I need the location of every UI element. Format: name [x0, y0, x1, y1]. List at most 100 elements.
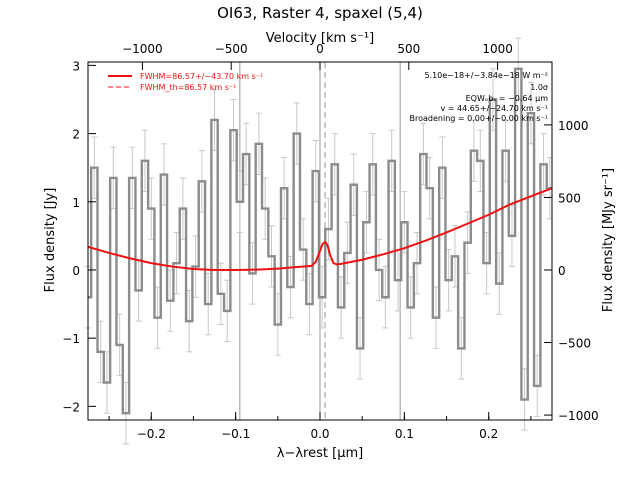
spectrum-point — [137, 289, 140, 292]
y-tick-label: −1 — [62, 332, 80, 346]
spectrum-point — [308, 303, 311, 305]
y-right-tick-label: 500 — [558, 191, 581, 205]
spectrum-point — [498, 282, 501, 285]
spectrum-point — [536, 385, 539, 387]
x-tick-label: −0.2 — [137, 427, 166, 441]
annotation-text: Broadening = 0.00+/−0.00 km s⁻¹ — [410, 114, 548, 123]
spectrum-point — [441, 166, 444, 169]
y-right-tick-label: 1000 — [558, 119, 589, 133]
spectrum-point — [454, 255, 456, 258]
spectrum-point — [359, 347, 361, 350]
spectrum-point — [163, 173, 165, 176]
spectrum-point — [365, 221, 368, 224]
spectrum-point — [131, 177, 134, 179]
spectrum-point — [258, 143, 260, 145]
y-tick-label: 3 — [72, 59, 80, 73]
spectrum-point — [371, 163, 374, 166]
x-top-tick-label: 500 — [397, 42, 420, 56]
spectrum-point — [106, 381, 108, 384]
y-axis-right-label: Flux density [MJy sr⁻¹] — [601, 168, 616, 312]
annotation-text: EQWₒbₛ = −0.64 μm — [466, 94, 549, 103]
spectrum-point — [220, 293, 222, 295]
spectrum-point — [460, 347, 463, 350]
spectrum-point — [340, 306, 342, 309]
spectrum-point — [390, 160, 393, 162]
spectrum-point — [314, 170, 317, 172]
spectrum-point — [479, 160, 482, 162]
spectrum-point — [99, 351, 102, 353]
chart-title: OI63, Raster 4, spaxel (5,4) — [217, 4, 423, 22]
y-tick-label: −2 — [62, 400, 80, 414]
spectrum-point — [409, 306, 412, 309]
x-tick-label: 0.2 — [479, 427, 498, 441]
y-right-tick-label: −1000 — [558, 409, 599, 423]
spectrum-point — [447, 279, 450, 282]
spectrum-point — [194, 265, 197, 268]
annotation-text: 1.0σ — [530, 83, 548, 92]
spectrum-point — [346, 252, 349, 254]
spectrum-point — [473, 149, 475, 152]
spectrum-point — [403, 221, 406, 224]
spectrum-point — [378, 269, 380, 271]
spectrum-point — [112, 177, 115, 179]
spectrum-point — [530, 112, 532, 114]
fit-curve-line — [87, 187, 553, 271]
x-tick-label: 0.0 — [310, 427, 329, 441]
spectrum-point — [511, 235, 513, 237]
spectrum-point — [201, 180, 203, 183]
legend-label: FWHM_th=86.57 km s⁻¹ — [140, 83, 236, 92]
x-axis-top-label: Velocity [km s⁻¹] — [266, 31, 374, 46]
spectrum-point — [485, 262, 488, 264]
spectrum-point — [352, 183, 355, 186]
spectrum-point — [245, 153, 247, 155]
spectrum-point — [321, 296, 323, 299]
spectrum-point — [542, 163, 545, 166]
spectrum-point — [492, 98, 494, 101]
y-axis-left-label: Flux density [Jy] — [43, 188, 58, 293]
spectrum-point — [435, 316, 437, 319]
annotation-text: 5.10e−18+/−3.84e−18 W m⁻² — [424, 71, 548, 80]
spectrum-point — [296, 132, 298, 135]
y-right-tick-label: −500 — [558, 337, 591, 351]
spectrum-point — [270, 255, 273, 258]
spectrum-point — [333, 163, 336, 166]
spectrum-point — [125, 412, 127, 414]
spectrum-point — [302, 248, 304, 251]
annotation-text: v = 44.65+/−24.70 km s⁻¹ — [440, 104, 548, 113]
spectrum-point — [239, 200, 241, 203]
spectrum-point — [156, 316, 159, 319]
spectrum-point — [93, 166, 96, 169]
y-right-tick-label: 0 — [558, 264, 566, 278]
spectrum-point — [289, 286, 292, 288]
spectrum-point — [251, 272, 254, 275]
spectrum-point — [182, 207, 184, 210]
spectrum-point — [226, 310, 228, 312]
x-tick-label: 0.1 — [395, 427, 414, 441]
x-axis-label: λ−λrest [μm] — [277, 446, 363, 461]
y-tick-label: 2 — [72, 128, 80, 142]
spectrum-point — [504, 149, 507, 152]
spectrum-point — [232, 129, 235, 131]
spectrum-point — [428, 187, 431, 189]
y-tick-label: 1 — [72, 196, 80, 210]
x-tick-label: −0.1 — [221, 427, 250, 441]
spectrum-point — [213, 119, 216, 121]
legend-label: FWHM=86.57+/−43.70 km s⁻¹ — [140, 72, 263, 81]
spectrum-point — [397, 279, 399, 282]
spectrum-point — [175, 262, 178, 264]
spectrum-point — [384, 296, 387, 299]
x-top-tick-label: −1000 — [122, 42, 163, 56]
spectrum-point — [327, 228, 330, 230]
spectrum-point — [207, 303, 210, 305]
spectrum-point — [144, 160, 146, 162]
spectrum-point — [283, 187, 285, 189]
spectrum-point — [523, 398, 526, 401]
plot-area: −0.2 −0.1 0.0 0.1 0.2 −1000 −500 0 500 1000 −2 −1 0 1… — [62, 37, 599, 445]
spectrum-point — [422, 153, 425, 155]
spectrum-point — [277, 323, 279, 326]
spectrum-point — [188, 320, 191, 322]
spectrum-point — [264, 207, 266, 210]
spectrum-point — [416, 262, 418, 264]
spectrum-point — [150, 207, 153, 210]
